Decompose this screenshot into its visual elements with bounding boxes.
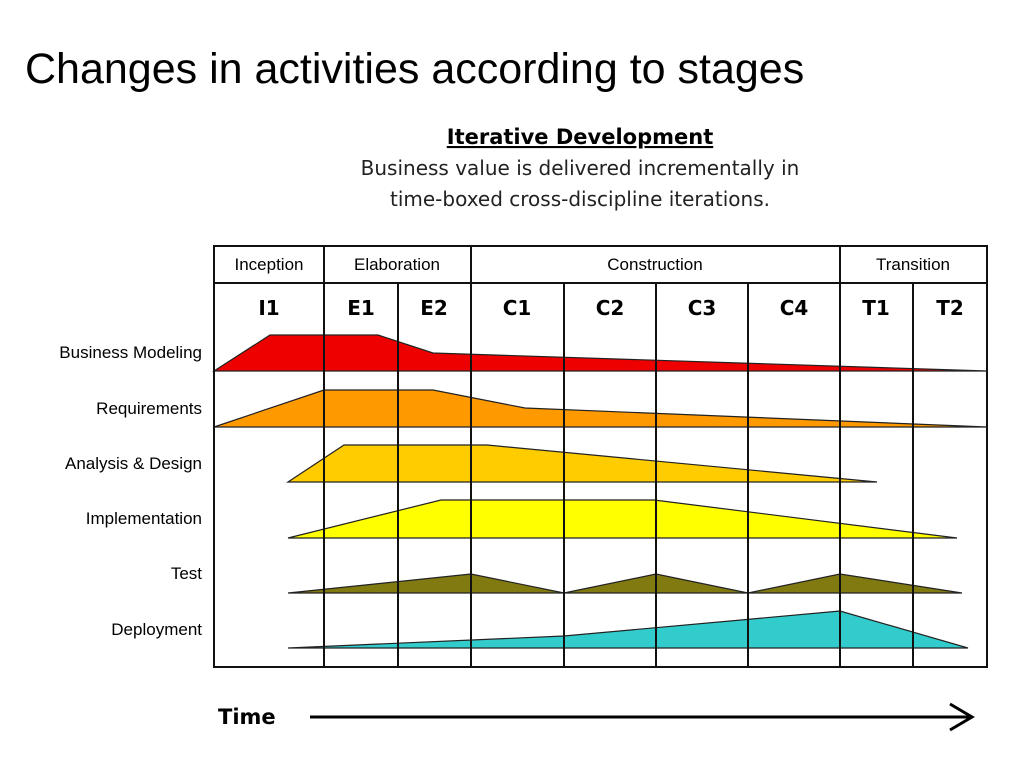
diagram-heading: Iterative Development [447,125,713,149]
phase-label: Transition [876,255,950,274]
iteration-label: C2 [596,296,625,320]
phase-label: Elaboration [354,255,440,274]
iteration-label: C1 [503,296,532,320]
activity-label: Business Modeling [59,343,202,362]
hump [213,389,988,428]
iteration-label: T2 [936,296,964,320]
activity-label: Test [171,564,202,583]
iteration-label: I1 [258,296,279,320]
hump [287,499,958,539]
activity-humps [211,334,988,649]
arrow-head [949,702,975,732]
hump [211,334,988,372]
phase-label: Construction [607,255,702,274]
activity-label: Requirements [96,399,202,418]
description-line: Business value is delivered incrementall… [361,156,800,180]
hump [287,573,963,594]
iteration-label: C4 [780,296,809,320]
slide-title: Changes in activities according to stage… [25,45,804,93]
iteration-label: T1 [862,296,890,320]
time-label: Time [218,705,276,729]
activity-label: Analysis & Design [65,454,202,473]
phase-label: Inception [235,255,304,274]
hump [286,444,878,483]
iteration-label: E2 [420,296,448,320]
iteration-label: C3 [688,296,717,320]
description-line: time-boxed cross-discipline iterations. [390,187,770,211]
grid-frame [213,245,988,668]
hump [287,610,969,649]
activity-label: Implementation [86,509,202,528]
iteration-label: E1 [347,296,375,320]
grid [213,245,988,668]
activity-label: Deployment [111,620,202,639]
